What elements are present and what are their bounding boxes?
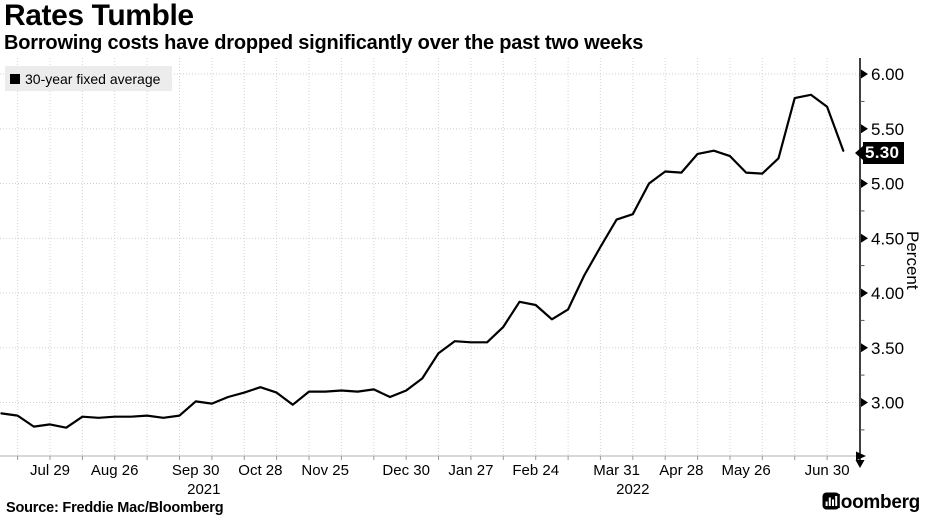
y-tick-arrow-icon [861,288,868,298]
x-year-label: 2022 [616,481,649,498]
bloomberg-logo: Bloomberg [822,492,925,514]
x-tick-label: Jan 27 [448,462,493,479]
badge-arrow-icon [855,146,863,160]
x-tick-label: Aug 26 [91,462,139,479]
y-tick-arrow-icon [861,179,868,188]
y-axis-arrow-icon [855,460,865,468]
y-tick-label: 6.00 [871,65,904,84]
x-year-label: 2021 [187,481,220,498]
x-tick-label: Nov 25 [301,462,349,479]
y-tick-arrow-icon [861,69,868,79]
y-tick-arrow-icon [861,233,868,243]
y-tick-label: 3.50 [871,339,904,358]
x-tick-label: Jun 30 [805,462,850,479]
last-value-badge: 5.30 [855,142,905,164]
y-tick-label: 5.50 [871,120,904,139]
y-tick-label: 3.00 [871,394,904,413]
y-tick-arrow-icon [861,343,868,353]
x-tick-label: Sep 30 [172,462,220,479]
x-tick-label: Dec 30 [382,462,430,479]
legend-label: 30-year fixed average [25,70,161,87]
y-tick-arrow-icon [861,124,868,134]
last-value-label: 5.30 [863,142,905,164]
chart-subtitle: Borrowing costs have dropped significant… [4,32,644,54]
y-tick-label: 4.50 [871,229,904,248]
x-tick-label: Feb 24 [512,462,559,479]
legend-swatch-icon [10,73,20,84]
x-axis-arrow-icon [856,451,866,461]
x-tick-label: Apr 28 [659,462,703,479]
x-tick-label: Oct 28 [238,462,282,479]
chart-title: Rates Tumble [4,0,194,32]
legend: 30-year fixed average [5,66,173,91]
x-tick-label: Jul 29 [30,462,70,479]
y-tick-arrow-icon [861,398,868,407]
y-axis-title: Percent [903,230,922,290]
x-tick-label: Mar 31 [593,462,640,479]
rate-line [0,93,845,429]
y-tick-label: 5.00 [871,175,904,194]
source-note: Source: Freddie Mac/Bloomberg [6,500,224,516]
x-tick-label: May 26 [721,462,770,479]
y-tick-label: 4.00 [871,284,904,303]
bloomberg-wordmark: Bloomberg [822,492,920,513]
